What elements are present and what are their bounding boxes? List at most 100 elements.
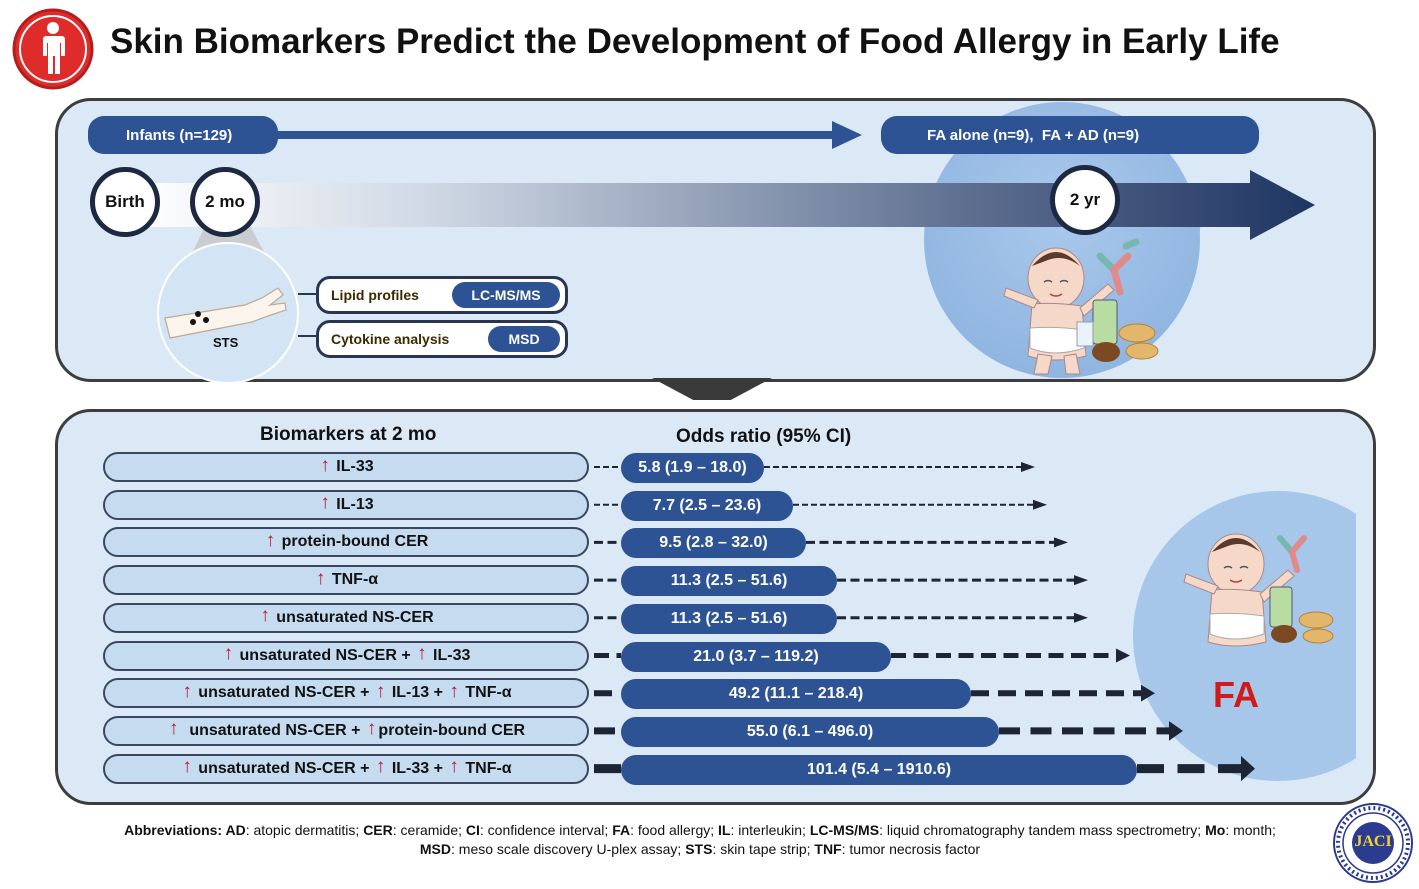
abbr-definition: : meso scale discovery U-plex assay; [451,841,686,857]
biomarker-box: ↑ unsaturated NS-CER + ↑ IL-13 + ↑ TNF-α [103,678,589,709]
biomarker-text: IL-33 [428,646,471,664]
abbr-definition: : liquid chromatography tandem mass spec… [879,822,1206,838]
biomarker-box: ↑ unsaturated NS-CER + ↑ IL-33 + ↑ TNF-α [103,753,589,784]
abbr-term: Mo [1205,822,1226,838]
lipid-profiles-box: Lipid profiles LC-MS/MS [316,276,568,314]
lcms-tag: LC-MS/MS [452,282,560,308]
biomarker-box: ↑ unsaturated NS-CER [103,602,589,633]
abbr-term: Abbreviations: AD [124,822,246,838]
odds-ratio-bar: 55.0 (6.1 – 496.0) [621,716,999,747]
arrow-head [1241,756,1255,782]
biomarker-text: IL-33 + [387,759,448,777]
abbr-term: IL [718,822,731,838]
abbr-term: CER [363,822,393,838]
biomarker-text: protein-bound CER [378,721,526,739]
biomarker-box: ↑ IL-33 [103,452,589,482]
abbr-definition: : tumor necrosis factor [841,841,981,857]
arrow-head [1141,684,1155,702]
abbr-term: MSD [419,841,452,857]
birth-node: Birth [90,167,160,237]
lipid-profiles-label: Lipid profiles [331,287,419,303]
biomarker-text: unsaturated NS-CER [271,608,434,626]
timeline-graphics [0,0,1419,410]
abbr-definition: : food allergy; [630,822,719,838]
outcome-label: FA alone (n=9), FA + AD (n=9) [927,126,1140,144]
abbr-definition: : interleukin; [730,822,810,838]
up-arrow-icon: ↑ [320,492,330,514]
arrow-head [1074,612,1088,623]
up-arrow-icon: ↑ [182,756,192,778]
arrow-head [1116,648,1130,663]
two-year-node: 2 yr [1050,165,1120,235]
odds-ratio-bar: 49.2 (11.1 – 218.4) [621,679,971,710]
biomarker-text: protein-bound CER [277,533,429,551]
abbr-term: CI [465,822,480,838]
biomarker-text: unsaturated NS-CER + [193,759,374,777]
biomarker-text: IL-13 + [387,684,448,702]
fa-label: FA [1213,674,1260,715]
biomarker-text: unsaturated NS-CER + [235,646,416,664]
biomarker-text: unsaturated NS-CER + [193,684,374,702]
up-arrow-icon: ↑ [449,680,459,702]
up-arrow-icon: ↑ [320,454,330,476]
biomarker-text: unsaturated NS-CER + [180,721,365,739]
abbr-definition: : skin tape strip; [712,841,815,857]
arrow-head [1033,499,1047,510]
up-arrow-icon: ↑ [182,680,192,702]
cytokine-analysis-box: Cytokine analysis MSD [316,320,568,358]
arrow-head [1169,721,1183,741]
odds-ratio-bar: 9.5 (2.8 – 32.0) [621,528,806,559]
abbr-definition: : month; [1225,822,1276,838]
abbr-definition: : confidence interval; [479,822,613,838]
up-arrow-icon: ↑ [417,643,427,664]
biomarkers-header: Biomarkers at 2 mo [260,424,437,445]
biomarker-text: IL-33 [331,458,374,475]
up-arrow-icon: ↑ [168,718,179,740]
biomarker-box: ↑ unsaturated NS-CER + ↑ protein-bound CE… [103,715,589,746]
page-title: Skin Biomarkers Predict the Development … [110,22,1280,61]
biomarker-text: TNF-α [327,571,379,589]
up-arrow-icon: ↑ [315,567,326,589]
biomarker-text: IL-13 [331,495,374,513]
sts-label: STS [213,335,239,350]
birth-label: Birth [105,192,145,211]
biomarker-box: ↑ unsaturated NS-CER + ↑ IL-33 [103,640,589,671]
arrow-head [1021,462,1035,472]
arrow-head [1074,575,1088,586]
abbreviations: Abbreviations: AD: atopic dermatitis; CE… [120,821,1280,859]
infants-pill: Infants (n=129) [88,116,278,154]
cytokine-analysis-label: Cytokine analysis [331,331,450,347]
arrow-head [1054,537,1068,548]
two-month-label: 2 mo [205,192,245,211]
odds-ratio-bar: 21.0 (3.7 – 119.2) [621,641,891,672]
jaci-logo-text: JACI [1354,833,1392,850]
infants-label: Infants (n=129) [126,126,233,144]
odds-ratio-bar: 7.7 (2.5 – 23.6) [621,490,793,521]
abbr-term: TNF [814,841,842,857]
up-arrow-icon: ↑ [260,605,270,627]
up-arrow-icon: ↑ [449,756,459,778]
outcome-pill: FA alone (n=9), FA + AD (n=9) [881,116,1259,154]
odds-ratio-bar: 11.3 (2.5 – 51.6) [621,566,837,597]
two-month-node: 2 mo [190,167,260,237]
odds-ratio-bar: 11.3 (2.5 – 51.6) [621,603,837,634]
jaci-logo: JACI [1332,802,1414,884]
abbr-term: LC-MS/MS [809,822,880,838]
up-arrow-icon: ↑ [366,718,377,740]
msd-tag: MSD [488,326,560,352]
odds-ratio-bar: 101.4 (5.4 – 1910.6) [621,754,1137,785]
abbr-definition: : ceramide; [392,822,466,838]
abbr-term: FA [612,822,631,838]
odds-ratio-header: Odds ratio (95% CI) [676,426,852,447]
biomarker-box: ↑ protein-bound CER [103,527,589,558]
biomarker-text: TNF-α [460,759,512,777]
biomarker-text: TNF-α [460,684,512,702]
up-arrow-icon: ↑ [375,680,386,702]
biomarker-box: ↑ IL-13 [103,489,589,520]
two-year-label: 2 yr [1069,190,1101,209]
odds-ratio-bar: 5.8 (1.9 – 18.0) [621,453,764,483]
person-logo-icon [10,8,96,90]
biomarker-box: ↑ TNF-α [103,565,589,596]
up-arrow-icon: ↑ [375,756,386,778]
abbr-term: STS [685,841,713,857]
